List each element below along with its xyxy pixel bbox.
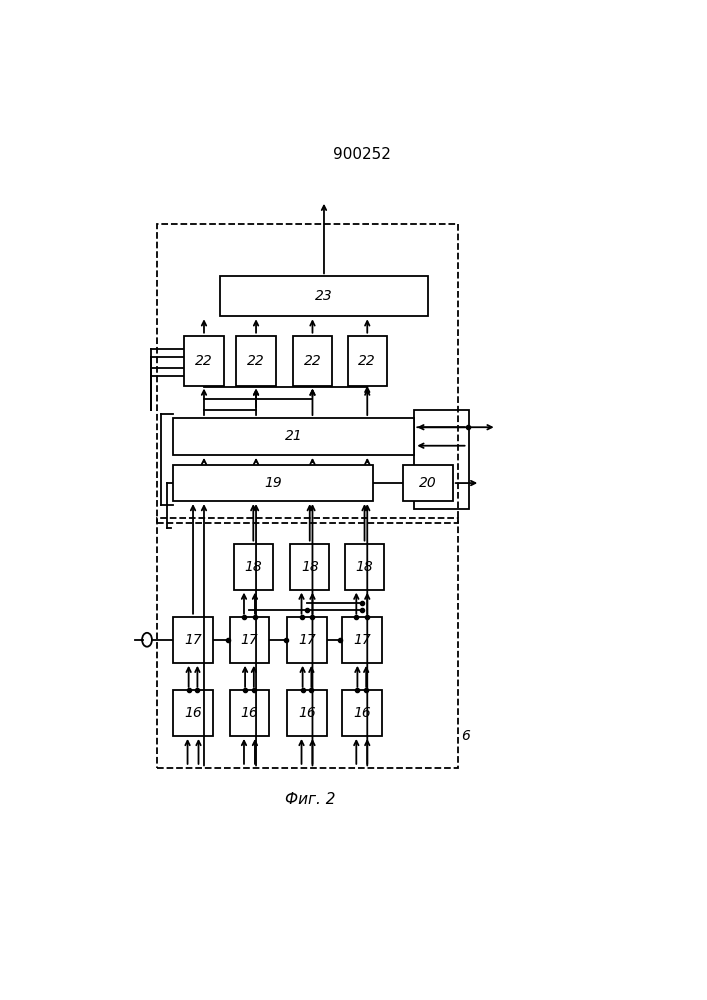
Bar	[342, 690, 382, 736]
Bar	[342, 617, 382, 663]
Text: 20: 20	[419, 476, 437, 490]
Text: 17: 17	[184, 633, 202, 647]
Bar	[220, 276, 428, 316]
Text: 23: 23	[315, 289, 333, 303]
Text: 17: 17	[298, 633, 316, 647]
Bar	[230, 617, 269, 663]
Bar	[404, 465, 452, 501]
Bar	[290, 544, 329, 590]
Bar	[173, 617, 213, 663]
Bar	[287, 690, 327, 736]
Bar	[233, 544, 273, 590]
Text: Фиг. 2: Фиг. 2	[285, 792, 336, 807]
Bar	[345, 544, 385, 590]
Bar	[348, 336, 387, 386]
Text: 17: 17	[240, 633, 258, 647]
Text: 18: 18	[356, 560, 373, 574]
Text: 16: 16	[353, 706, 370, 720]
Bar	[173, 418, 414, 455]
Bar	[173, 690, 213, 736]
Text: 18: 18	[301, 560, 319, 574]
Bar	[157, 518, 458, 768]
Text: 19: 19	[264, 476, 282, 490]
Text: 900252: 900252	[334, 147, 391, 162]
Bar	[236, 336, 276, 386]
Text: 22: 22	[303, 354, 322, 368]
Bar	[173, 465, 373, 501]
Bar	[185, 336, 223, 386]
Text: 16: 16	[184, 706, 202, 720]
Text: 18: 18	[245, 560, 262, 574]
Text: 21: 21	[285, 429, 303, 443]
Text: 22: 22	[195, 354, 213, 368]
Text: 17: 17	[353, 633, 370, 647]
Text: 16: 16	[298, 706, 316, 720]
Bar	[157, 224, 458, 523]
Bar	[293, 336, 332, 386]
Text: 16: 16	[240, 706, 258, 720]
Text: 6: 6	[461, 729, 470, 743]
Bar	[287, 617, 327, 663]
Bar	[414, 410, 469, 509]
Bar	[230, 690, 269, 736]
Text: 22: 22	[358, 354, 376, 368]
Text: 22: 22	[247, 354, 265, 368]
